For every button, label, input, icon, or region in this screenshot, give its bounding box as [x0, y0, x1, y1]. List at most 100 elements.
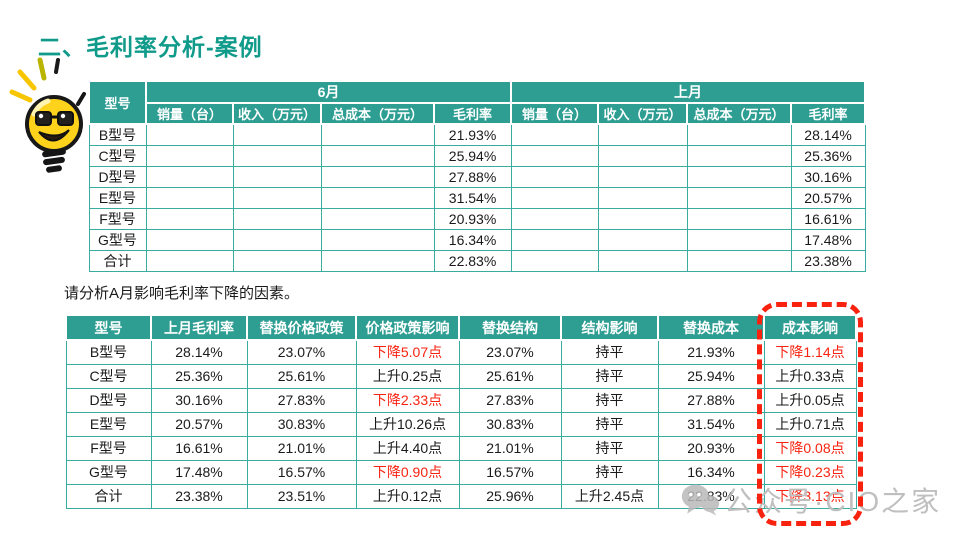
value-cell — [597, 145, 688, 167]
value-cell — [597, 123, 688, 146]
value-cell — [145, 145, 234, 167]
value-cell — [510, 145, 599, 167]
value-cell: 持平 — [560, 387, 659, 413]
value-cell: 23.51% — [246, 483, 357, 509]
table-row: 合计 23.38% 23.51% 上升0.12点 25.96% 上升2.45点 22.83%… — [65, 483, 857, 509]
value-cell: 31.54% — [433, 187, 512, 209]
value-cell: 28.14% — [150, 339, 248, 365]
value-cell — [510, 208, 599, 230]
table2-column-header: 型号 — [65, 314, 152, 341]
value-cell: 23.38% — [150, 483, 248, 509]
table2-column-header: 替换结构 — [458, 314, 562, 341]
value-cell: 上升0.33点 — [763, 363, 857, 389]
model-cell: B型号 — [65, 339, 152, 365]
value-cell: 上升2.45点 — [560, 483, 659, 509]
table2-column-header: 替换价格政策 — [246, 314, 357, 341]
value-cell: 21.01% — [246, 435, 357, 461]
table1-column-header: 总成本（万元） — [320, 102, 435, 125]
value-cell: 23.38% — [790, 250, 866, 272]
value-cell: 27.88% — [433, 166, 512, 188]
table1-column-header: 总成本（万元） — [686, 102, 793, 125]
table1-group-june: 6月 — [144, 80, 513, 104]
value-cell — [510, 229, 599, 251]
value-cell — [232, 229, 322, 251]
value-cell: 16.34% — [433, 229, 512, 251]
model-cell: E型号 — [88, 187, 147, 209]
value-cell — [597, 229, 688, 251]
value-cell: 25.61% — [246, 363, 357, 389]
value-cell: 30.83% — [458, 411, 562, 437]
value-cell: 22.83% — [433, 250, 512, 272]
table1-corner-header: 型号 — [88, 80, 147, 125]
lightbulb-idea-icon — [6, 56, 98, 186]
value-cell — [145, 123, 234, 146]
table-row: B型号 21.93% 28.14% — [88, 123, 866, 146]
value-cell: 下降2.33点 — [355, 387, 460, 413]
value-cell — [232, 123, 322, 146]
value-cell: 21.01% — [458, 435, 562, 461]
value-cell — [320, 208, 435, 230]
value-cell — [320, 145, 435, 167]
value-cell: 25.96% — [458, 483, 562, 509]
value-cell: 下降5.07点 — [355, 339, 460, 365]
value-cell: 27.83% — [458, 387, 562, 413]
value-cell — [232, 145, 322, 167]
value-cell — [320, 250, 435, 272]
model-cell: C型号 — [65, 363, 152, 389]
value-cell: 20.93% — [433, 208, 512, 230]
value-cell: 持平 — [560, 435, 659, 461]
value-cell: 31.54% — [657, 411, 765, 437]
value-cell — [232, 250, 322, 272]
value-cell — [145, 229, 234, 251]
model-cell: F型号 — [65, 435, 152, 461]
model-cell: 合计 — [88, 250, 147, 272]
value-cell: 16.34% — [657, 459, 765, 485]
value-cell: 25.94% — [433, 145, 512, 167]
value-cell: 25.36% — [790, 145, 866, 167]
model-cell: G型号 — [65, 459, 152, 485]
value-cell: 25.61% — [458, 363, 562, 389]
table2-column-header: 成本影响 — [763, 314, 857, 341]
model-cell: C型号 — [88, 145, 147, 167]
value-cell: 27.83% — [246, 387, 357, 413]
value-cell: 16.57% — [458, 459, 562, 485]
value-cell — [510, 123, 599, 146]
table-row: E型号 20.57% 30.83% 上升10.26点 30.83% 持平 31.54% 上升0… — [65, 411, 857, 437]
value-cell: 16.61% — [790, 208, 866, 230]
value-cell — [597, 187, 688, 209]
value-cell: 持平 — [560, 339, 659, 365]
table-row: E型号 31.54% 20.57% — [88, 187, 866, 209]
model-cell: 合计 — [65, 483, 152, 509]
value-cell — [320, 229, 435, 251]
value-cell: 下降3.13点 — [763, 483, 857, 509]
table2-column-header: 结构影响 — [560, 314, 659, 341]
value-cell — [686, 166, 792, 188]
table-row: D型号 30.16% 27.83% 下降2.33点 27.83% 持平 27.88% 上升0.… — [65, 387, 857, 413]
value-cell: 17.48% — [150, 459, 248, 485]
value-cell — [686, 123, 792, 146]
table2-header-row: 型号 上月毛利率 替换价格政策 价格政策影响 替换结构 结构影响 替换成本 成本影响 — [65, 314, 857, 341]
table2-column-header: 价格政策影响 — [355, 314, 460, 341]
value-cell — [597, 208, 688, 230]
value-cell — [145, 208, 234, 230]
value-cell — [510, 187, 599, 209]
value-cell: 22.83% — [657, 483, 765, 509]
value-cell: 23.07% — [458, 339, 562, 365]
value-cell: 20.93% — [657, 435, 765, 461]
value-cell: 上升0.25点 — [355, 363, 460, 389]
value-cell — [510, 250, 599, 272]
value-cell: 30.16% — [790, 166, 866, 188]
value-cell: 16.57% — [246, 459, 357, 485]
table1-column-header: 销量（台） — [145, 102, 234, 125]
value-cell — [320, 187, 435, 209]
model-cell: E型号 — [65, 411, 152, 437]
table2-column-header: 上月毛利率 — [150, 314, 248, 341]
value-cell: 23.07% — [246, 339, 357, 365]
table-row: C型号 25.94% 25.36% — [88, 145, 866, 167]
value-cell — [145, 187, 234, 209]
table1-column-header: 销量（台） — [510, 102, 600, 125]
value-cell — [686, 187, 792, 209]
value-cell — [686, 229, 792, 251]
value-cell — [320, 123, 435, 146]
table1-group-header-row: 型号 6月 上月 — [88, 80, 867, 125]
